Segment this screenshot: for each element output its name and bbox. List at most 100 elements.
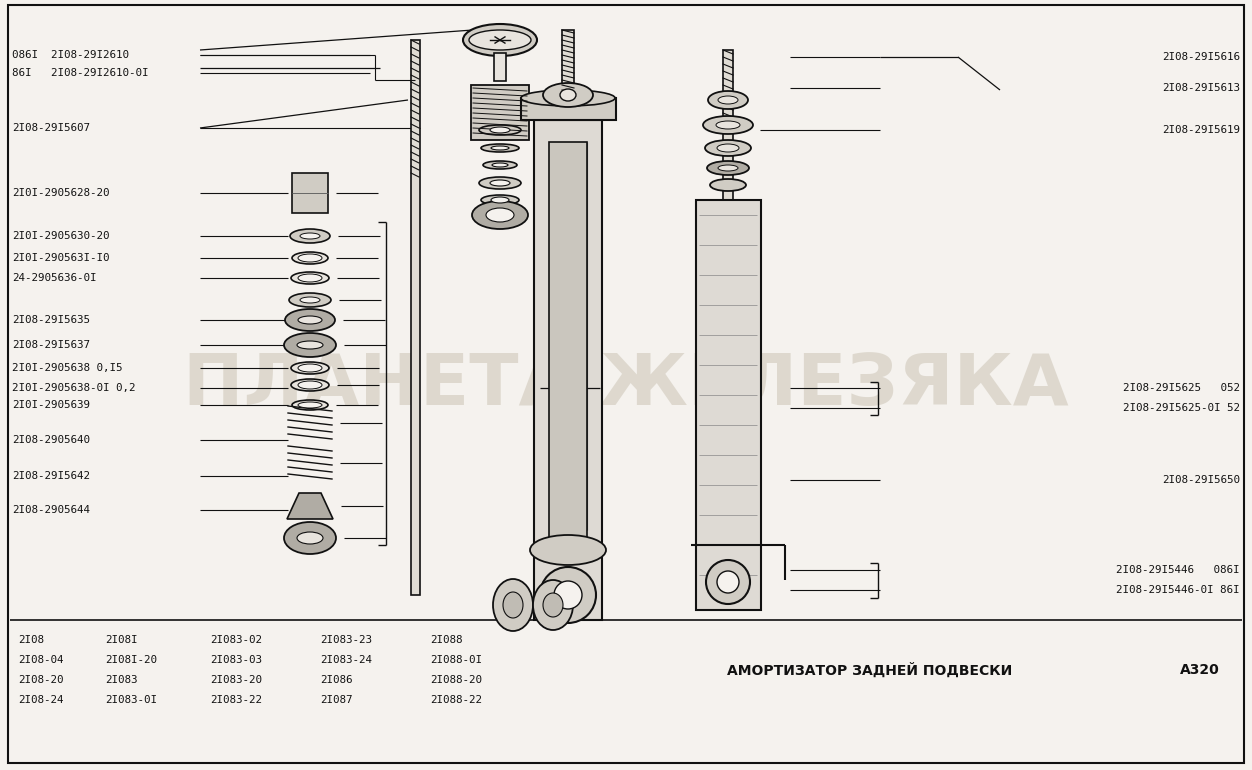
Bar bbox=[562, 30, 573, 98]
Ellipse shape bbox=[704, 116, 752, 134]
Ellipse shape bbox=[483, 161, 517, 169]
Text: 2I08I: 2I08I bbox=[105, 635, 138, 645]
Circle shape bbox=[706, 560, 750, 604]
Text: 2I083-02: 2I083-02 bbox=[210, 635, 262, 645]
Ellipse shape bbox=[705, 140, 751, 156]
Ellipse shape bbox=[300, 233, 321, 239]
Text: 2I08-29I5650: 2I08-29I5650 bbox=[1162, 475, 1239, 485]
Text: 2I08-29I5637: 2I08-29I5637 bbox=[13, 340, 90, 350]
Text: 2I088-22: 2I088-22 bbox=[429, 695, 482, 705]
Text: 2I0I-2905638-0I 0,2: 2I0I-2905638-0I 0,2 bbox=[13, 383, 135, 393]
Text: 2I08-2905644: 2I08-2905644 bbox=[13, 505, 90, 515]
Text: 2I0I-290563I-I0: 2I0I-290563I-I0 bbox=[13, 253, 109, 263]
Ellipse shape bbox=[480, 125, 521, 135]
Ellipse shape bbox=[707, 161, 749, 175]
Text: 2I08-04: 2I08-04 bbox=[18, 655, 64, 665]
Ellipse shape bbox=[707, 91, 747, 109]
Bar bbox=[471, 85, 530, 140]
Bar bbox=[696, 200, 761, 610]
Ellipse shape bbox=[298, 274, 322, 282]
Text: 2I0I-2905639: 2I0I-2905639 bbox=[13, 400, 90, 410]
Text: 2I08-2905640: 2I08-2905640 bbox=[13, 435, 90, 445]
Bar bbox=[548, 142, 587, 552]
Text: 2I08-29I5625   052: 2I08-29I5625 052 bbox=[1123, 383, 1239, 393]
Ellipse shape bbox=[298, 364, 322, 372]
Ellipse shape bbox=[543, 83, 593, 107]
Bar bbox=[495, 53, 506, 81]
Text: 2I083-20: 2I083-20 bbox=[210, 675, 262, 685]
Ellipse shape bbox=[492, 163, 508, 167]
Ellipse shape bbox=[503, 592, 523, 618]
Ellipse shape bbox=[298, 402, 322, 408]
Ellipse shape bbox=[298, 381, 322, 389]
Ellipse shape bbox=[297, 341, 323, 349]
Ellipse shape bbox=[493, 579, 533, 631]
Text: 2I0I-2905638 0,I5: 2I0I-2905638 0,I5 bbox=[13, 363, 123, 373]
Ellipse shape bbox=[481, 195, 520, 205]
Ellipse shape bbox=[463, 24, 537, 56]
Ellipse shape bbox=[717, 165, 737, 171]
Text: ПЛАНЕТА ЖЕЛЕЗЯКА: ПЛАНЕТА ЖЕЛЕЗЯКА bbox=[183, 350, 1069, 420]
Text: 2I08: 2I08 bbox=[18, 635, 44, 645]
Text: 2I083: 2I083 bbox=[105, 675, 138, 685]
Ellipse shape bbox=[490, 127, 510, 133]
Text: 2I083-03: 2I083-03 bbox=[210, 655, 262, 665]
Text: 2I088: 2I088 bbox=[429, 635, 462, 645]
Ellipse shape bbox=[710, 179, 746, 191]
Text: 2I08I-20: 2I08I-20 bbox=[105, 655, 156, 665]
Circle shape bbox=[553, 581, 582, 609]
Text: 2I08-20: 2I08-20 bbox=[18, 675, 64, 685]
Bar bbox=[521, 98, 616, 120]
Ellipse shape bbox=[290, 362, 329, 374]
Ellipse shape bbox=[297, 532, 323, 544]
Text: 2I08-29I5625-0I 52: 2I08-29I5625-0I 52 bbox=[1123, 403, 1239, 413]
Ellipse shape bbox=[491, 146, 510, 150]
Ellipse shape bbox=[533, 580, 573, 630]
Ellipse shape bbox=[530, 535, 606, 565]
Ellipse shape bbox=[480, 177, 521, 189]
Text: 2I083-0I: 2I083-0I bbox=[105, 695, 156, 705]
Ellipse shape bbox=[470, 30, 531, 50]
Ellipse shape bbox=[717, 96, 737, 104]
Text: 2I0I-2905628-20: 2I0I-2905628-20 bbox=[13, 188, 109, 198]
Text: 086I  2I08-29I2610: 086I 2I08-29I2610 bbox=[13, 50, 129, 60]
Text: 2I08-29I5642: 2I08-29I5642 bbox=[13, 471, 90, 481]
Ellipse shape bbox=[290, 272, 329, 284]
Ellipse shape bbox=[285, 309, 336, 331]
Text: 2I08-29I5607: 2I08-29I5607 bbox=[13, 123, 90, 133]
Bar bbox=[411, 40, 419, 595]
Ellipse shape bbox=[290, 379, 329, 391]
Text: 2I08-29I5619: 2I08-29I5619 bbox=[1162, 125, 1239, 135]
Ellipse shape bbox=[491, 197, 510, 203]
Text: 2I088-20: 2I088-20 bbox=[429, 675, 482, 685]
Ellipse shape bbox=[481, 144, 520, 152]
Text: А320: А320 bbox=[1181, 663, 1219, 677]
Circle shape bbox=[540, 567, 596, 623]
Text: 2I0I-2905630-20: 2I0I-2905630-20 bbox=[13, 231, 109, 241]
Ellipse shape bbox=[716, 121, 740, 129]
Text: 2I08-29I5446   086I: 2I08-29I5446 086I bbox=[1117, 565, 1239, 575]
Text: 2I088-0I: 2I088-0I bbox=[429, 655, 482, 665]
Text: 2I083-22: 2I083-22 bbox=[210, 695, 262, 705]
Text: 2I08-29I5613: 2I08-29I5613 bbox=[1162, 83, 1239, 93]
Ellipse shape bbox=[289, 293, 331, 307]
Circle shape bbox=[717, 571, 739, 593]
Text: 2I08-29I5616: 2I08-29I5616 bbox=[1162, 52, 1239, 62]
Ellipse shape bbox=[284, 333, 336, 357]
Text: 2I086: 2I086 bbox=[321, 675, 353, 685]
Bar bbox=[292, 173, 328, 213]
Text: 2I08-24: 2I08-24 bbox=[18, 695, 64, 705]
Text: 2I08-29I5446-0I 86I: 2I08-29I5446-0I 86I bbox=[1117, 585, 1239, 595]
Ellipse shape bbox=[490, 180, 510, 186]
Text: 86I   2I08-29I2610-0I: 86I 2I08-29I2610-0I bbox=[13, 68, 149, 78]
Ellipse shape bbox=[486, 208, 515, 222]
Text: 2I083-23: 2I083-23 bbox=[321, 635, 372, 645]
Polygon shape bbox=[287, 493, 333, 519]
Ellipse shape bbox=[298, 254, 322, 262]
Ellipse shape bbox=[292, 252, 328, 264]
Bar bbox=[722, 50, 732, 200]
Ellipse shape bbox=[300, 297, 321, 303]
Text: 2I087: 2I087 bbox=[321, 695, 353, 705]
Ellipse shape bbox=[298, 316, 322, 324]
Ellipse shape bbox=[292, 400, 328, 410]
